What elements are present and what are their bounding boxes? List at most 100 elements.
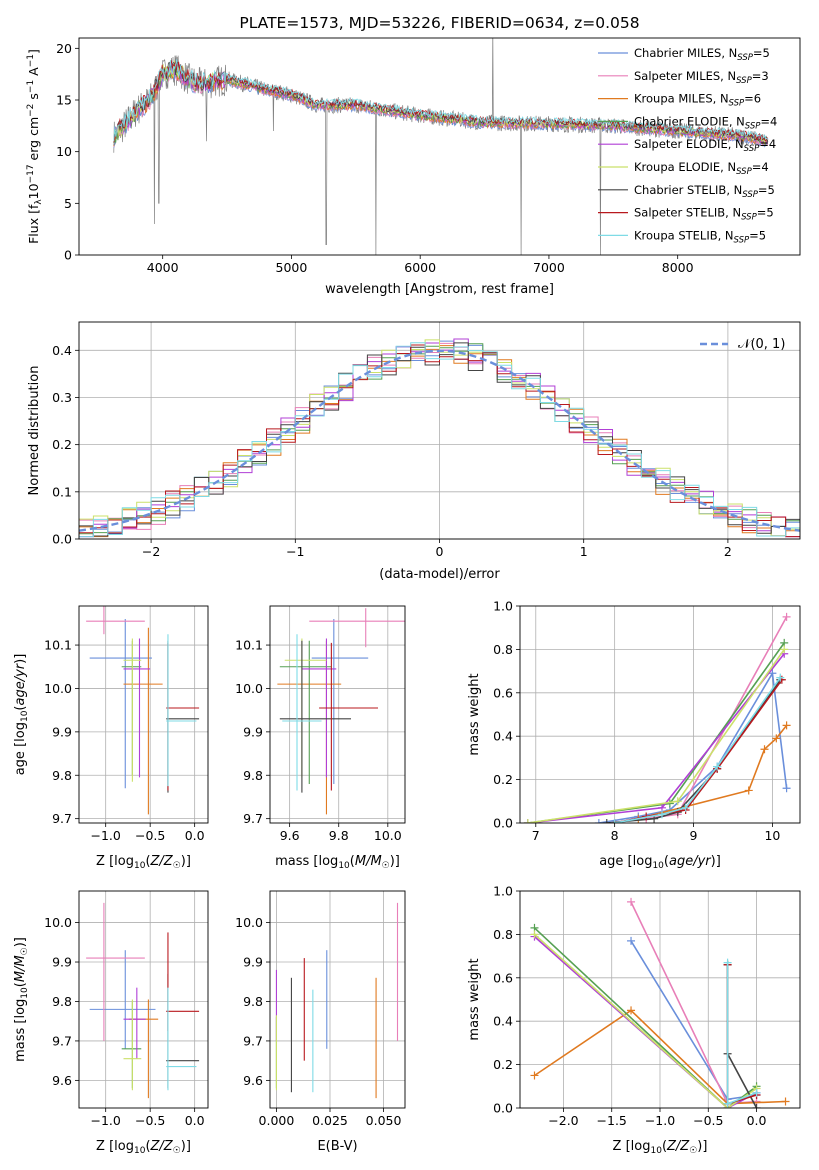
y-tick-label: 1.0 (493, 884, 513, 899)
y-tick-label: 9.8 (243, 994, 263, 1009)
x-tick-label: 0.000 (259, 1113, 295, 1128)
x-tick-label: 0.050 (366, 1113, 402, 1128)
axes-frame (519, 890, 801, 1109)
x-axis-label: mass [log10(M/M☉)] (275, 854, 400, 871)
y-tick-label: 15 (56, 93, 72, 108)
x-tick-label: −1.5 (597, 1113, 627, 1128)
y-tick-label: 9.6 (52, 1073, 72, 1088)
gaussian-curve (79, 349, 800, 532)
x-tick-label: 1 (580, 544, 588, 559)
y-tick-label: 9.9 (243, 724, 263, 739)
y-tick-label: 0.0 (52, 532, 72, 547)
weight-series-line (527, 642, 785, 823)
y-tick-label: 10.0 (235, 915, 263, 930)
y-tick-label: 9.8 (52, 994, 72, 1009)
x-tick-label: 0.0 (185, 828, 205, 843)
y-tick-label: 0.2 (493, 772, 513, 787)
y-tick-label: 9.9 (52, 724, 72, 739)
y-axis-label-group: Normed distribution (27, 366, 42, 496)
y-tick-label: 9.7 (52, 811, 72, 826)
axes-frame (78, 37, 801, 256)
y-tick-label: 0.4 (493, 729, 513, 744)
x-tick-label: −0.5 (693, 1113, 723, 1128)
legend-label: Chabrier MILES, NSSP=5 (634, 46, 770, 63)
y-tick-label: 9.7 (243, 1033, 263, 1048)
weight-series-line (646, 616, 788, 820)
weight-marker (530, 930, 539, 939)
weight-marker (681, 803, 690, 812)
errorbars (275, 902, 399, 1099)
x-tick-label: 0.0 (185, 1113, 205, 1128)
y-axis-label: age [log10(age/yr)] (13, 654, 30, 776)
x-axis-label: wavelength [Angstrom, rest frame] (325, 282, 554, 297)
spectrum-lines (113, 38, 769, 255)
axes-frame (269, 890, 406, 1109)
weight-marker (610, 819, 619, 823)
y-tick-label: 9.7 (52, 1033, 72, 1048)
weight-marker (602, 819, 611, 823)
weight-marker (523, 819, 532, 823)
weight-marker (713, 762, 722, 771)
weight-series-line (726, 964, 758, 1108)
y-tick-label: 10.1 (44, 638, 72, 653)
mass-vs-ebv-panel: 0.000 0.025 0.050 9.6 9.7 9.8 9.9 10.0 E(B-V) (235, 890, 406, 1154)
x-axis-label: E(B-V) (317, 1139, 357, 1154)
x-axis-label: Z [log10(Z/Z☉)] (613, 1139, 708, 1156)
x-tick-label: 7 (532, 828, 540, 843)
y-tick-label: 10.0 (44, 681, 72, 696)
x-tick-label: −2.0 (548, 1113, 578, 1128)
y-axis-label-group: mass weight (467, 673, 482, 755)
weight-marker (768, 669, 777, 678)
weight-series-line (726, 964, 757, 1105)
y-tick-label: 9.9 (243, 955, 263, 970)
x-tick-label: 7000 (533, 260, 565, 275)
y-axis-label: Normed distribution (27, 366, 42, 496)
weight-marker (723, 958, 732, 967)
axes-frame (78, 321, 801, 540)
x-tick-label: 4000 (147, 260, 179, 275)
y-tick-label: 0.4 (52, 343, 72, 358)
y-axis-label: mass weight (467, 673, 482, 755)
histogram-series (79, 342, 800, 538)
weight-series-line (614, 679, 783, 823)
legend-label: Salpeter MILES, NSSP=3 (634, 69, 769, 86)
y-axis-label-group: age [log10(age/yr)] (13, 654, 30, 776)
x-tick-label: −1 (286, 544, 304, 559)
x-tick-label: 0.025 (312, 1113, 348, 1128)
weight-marker (772, 734, 781, 743)
weight-lines (530, 897, 790, 1108)
weight-marker (781, 1097, 790, 1106)
y-tick-label: 0 (64, 248, 72, 263)
model-spectrum (113, 60, 769, 144)
y-tick-label: 9.8 (243, 768, 263, 783)
y-tick-label: 0.0 (493, 816, 513, 831)
axes-frame (519, 605, 801, 824)
histogram-bars (79, 338, 800, 538)
x-tick-label: −0.5 (135, 1113, 165, 1128)
x-tick-label: 8000 (662, 260, 694, 275)
legend-label: 𝒩(0, 1) (738, 337, 785, 352)
y-tick-label: 0.3 (52, 390, 72, 405)
x-axis-label: Z [log10(Z/Z☉)] (96, 854, 191, 871)
model-spectrum (113, 62, 769, 147)
x-tick-label: −0.5 (135, 828, 165, 843)
y-axis-label: mass [log10(M/M☉)] (13, 937, 30, 1062)
x-tick-label: −1.0 (645, 1113, 675, 1128)
axes-frame (269, 605, 406, 824)
x-tick-label: 5000 (276, 260, 308, 275)
x-tick-label: 10 (764, 828, 780, 843)
weight-marker (780, 645, 789, 654)
weight-series-line (533, 927, 758, 1108)
weight-series-line (533, 933, 758, 1108)
y-tick-label: 0.6 (493, 685, 513, 700)
x-axis-label: Z [log10(Z/Z☉)] (96, 1139, 191, 1156)
x-tick-label: 9.6 (280, 828, 300, 843)
y-tick-label: 0.8 (493, 927, 513, 942)
weight-series-line (533, 936, 757, 1108)
weight-marker (530, 1071, 539, 1080)
y-tick-label: 10.1 (235, 638, 263, 653)
weight-marker (673, 797, 682, 806)
y-axis-label: mass weight (467, 958, 482, 1040)
y-tick-label: 1.0 (493, 599, 513, 614)
